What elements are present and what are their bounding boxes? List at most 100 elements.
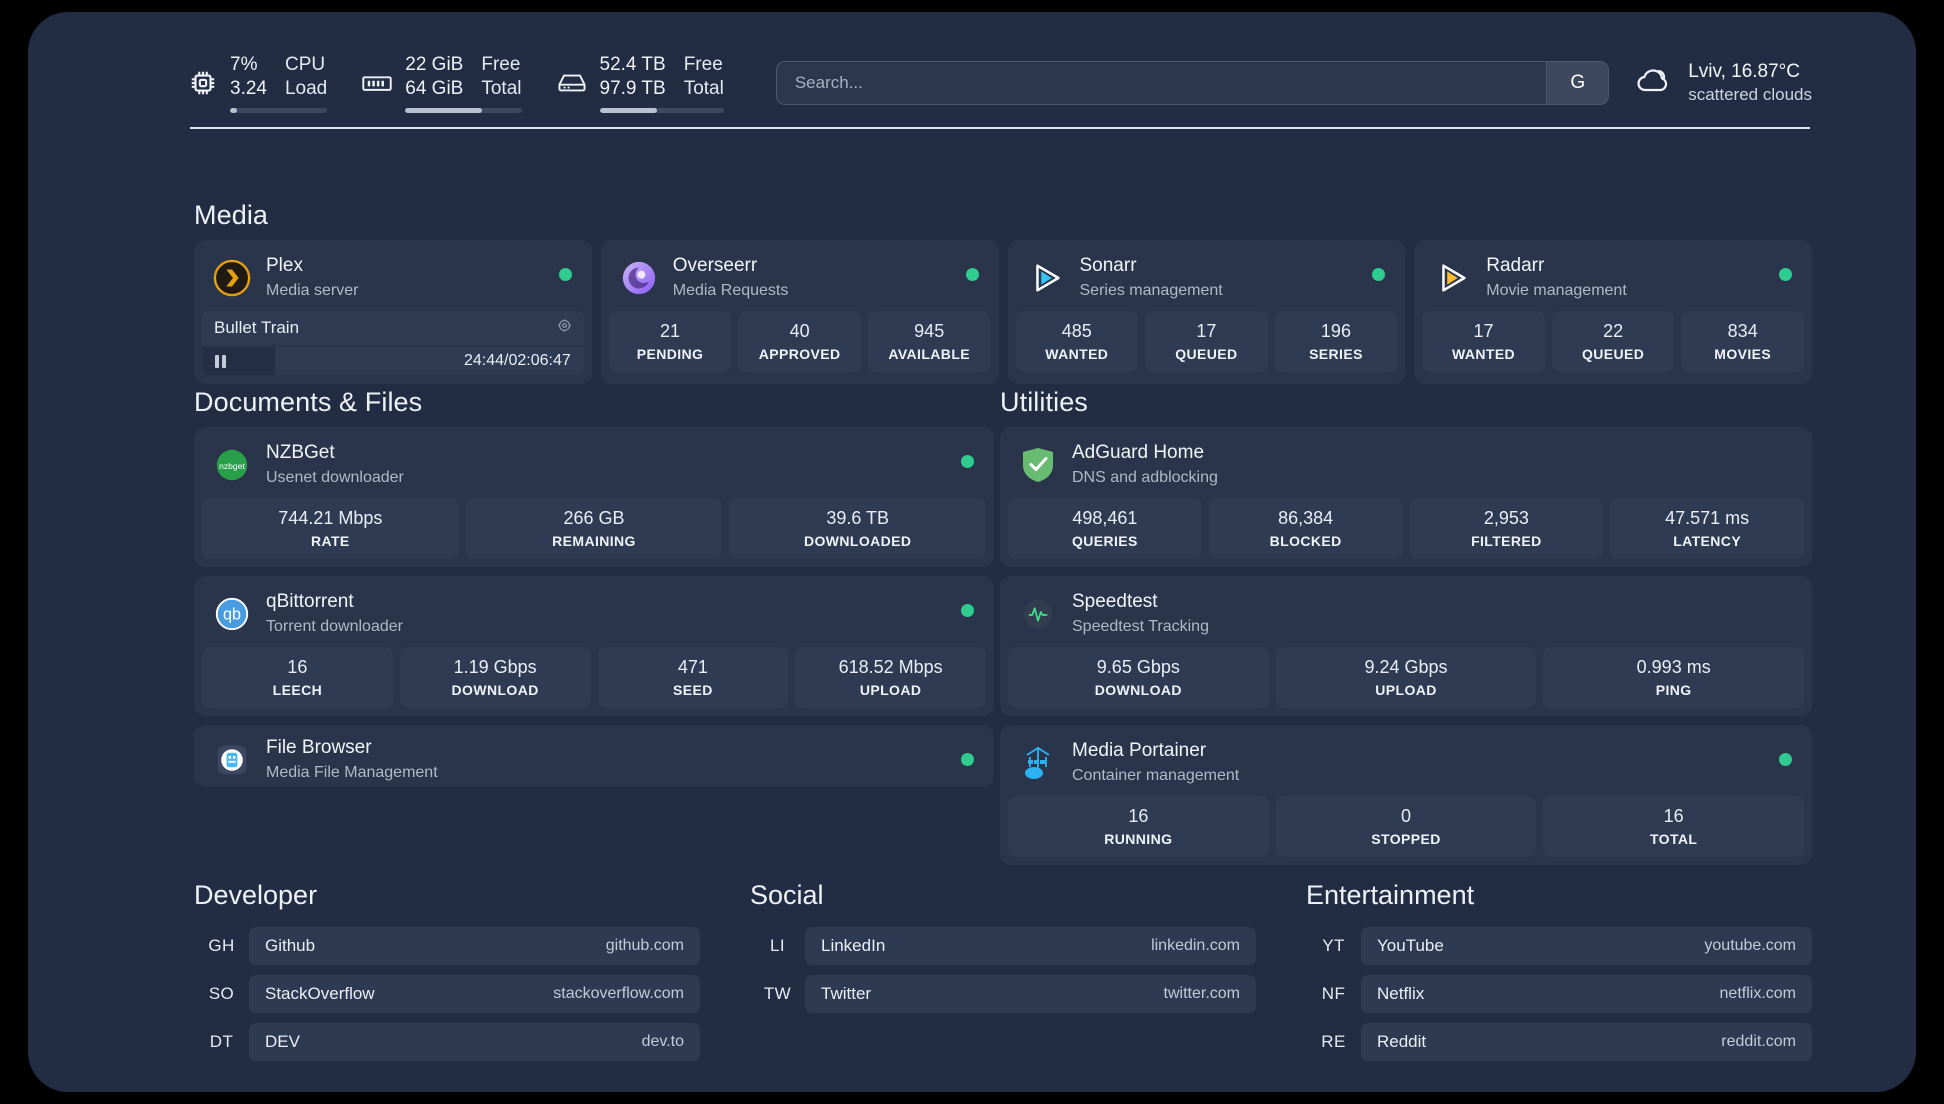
stat-ping: 0.993 ms PING <box>1543 647 1805 708</box>
plex-player: Bullet Train 24:44/02:06:47 <box>194 311 592 384</box>
service-card-plex[interactable]: Plex Media server Bullet Train <box>194 240 592 385</box>
stat-value: 16 <box>1663 806 1684 827</box>
playback-separator: / <box>504 352 509 370</box>
bookmark-url: dev.to <box>641 1033 684 1050</box>
stat-rate: 744.21 Mbps RATE <box>202 498 459 559</box>
cpu-value-1: 7% <box>230 53 258 75</box>
service-card-media-portainer[interactable]: Media Portainer Container management 16 … <box>1000 724 1812 865</box>
search-input[interactable] <box>776 62 1547 104</box>
bookmark-url: reddit.com <box>1721 1033 1796 1050</box>
service-name: Speedtest <box>1072 590 1158 612</box>
header-stat-memory: 22 GiB 64 GiB Free Total <box>361 53 522 114</box>
bookmark-item-youtube[interactable]: YT YouTube youtube.com <box>1306 927 1812 965</box>
service-card-qbittorrent[interactable]: qb qBittorrent Torrent downloader 16 LEE… <box>194 575 994 716</box>
service-subtitle: Series management <box>1079 281 1223 299</box>
service-card-sonarr[interactable]: Sonarr Series management 485 WANTED 17 Q… <box>1007 240 1406 385</box>
search-bar[interactable]: G <box>775 61 1610 105</box>
filebrowser-icon <box>212 740 252 780</box>
stat-value: 0.993 ms <box>1636 657 1711 678</box>
stat-downloaded: 39.6 TB DOWNLOADED <box>729 498 987 559</box>
stat-label: REMAINING <box>552 532 636 549</box>
storage-label-2: Total <box>683 78 724 99</box>
service-card-adguard-home[interactable]: AdGuard Home DNS and adblocking 498,461 … <box>1000 427 1812 567</box>
search-engine-button[interactable]: G <box>1546 62 1609 104</box>
bookmark-item-dev[interactable]: DT DEV dev.to <box>194 1023 700 1061</box>
playback-progress-bar[interactable] <box>202 347 275 376</box>
bookmark-abbr: LI <box>770 936 785 955</box>
service-card-nzbget[interactable]: nzbget NZBGet Usenet downloader 744.21 M… <box>194 427 994 567</box>
gear-icon[interactable] <box>557 318 572 338</box>
service-subtitle: Media File Management <box>266 763 438 781</box>
bookmark-url: netflix.com <box>1719 985 1796 1002</box>
pause-icon[interactable] <box>215 354 226 368</box>
plex-icon <box>212 258 252 298</box>
service-stats: 498,461 QUERIES 86,384 BLOCKED 2,953 FIL… <box>1000 498 1812 567</box>
svg-text:qb: qb <box>223 605 241 623</box>
stat-value: 485 <box>1061 321 1092 342</box>
stat-value: 47.571 ms <box>1665 508 1750 529</box>
bookmark-abbr: TW <box>763 984 792 1003</box>
status-badge-online <box>961 455 974 468</box>
stat-label: MOVIES <box>1714 345 1772 362</box>
bookmark-name: Netflix <box>1377 984 1425 1003</box>
service-name: qBittorrent <box>266 590 354 612</box>
bookmark-url: linkedin.com <box>1151 937 1240 954</box>
stat-label: RUNNING <box>1104 830 1173 847</box>
stat-series: 196 SERIES <box>1274 311 1398 372</box>
stat-value: 17 <box>1473 321 1494 342</box>
stat-available: 945 AVAILABLE <box>867 311 991 372</box>
storage-usage-bar <box>599 108 724 114</box>
now-playing-title: Bullet Train <box>214 318 300 338</box>
stat-movies: 834 MOVIES <box>1681 311 1804 372</box>
bookmark-url: github.com <box>605 937 684 954</box>
bookmark-url: twitter.com <box>1163 985 1240 1002</box>
service-subtitle: Torrent downloader <box>266 617 403 635</box>
stat-label: QUERIES <box>1071 532 1138 549</box>
service-name: File Browser <box>266 736 372 758</box>
memory-label-1: Free <box>481 53 521 75</box>
playback-time: 24:44/02:06:47 <box>464 352 571 370</box>
stat-filtered: 2,953 FILTERED <box>1409 498 1604 559</box>
stat-value: 266 GB <box>563 508 625 529</box>
service-card-speedtest[interactable]: Speedtest Speedtest Tracking 9.65 Gbps D… <box>1000 575 1812 716</box>
memory-value-1: 22 GiB <box>405 53 464 75</box>
nzbget-icon: nzbget <box>212 445 252 485</box>
bookmark-item-linkedin[interactable]: LI LinkedIn linkedin.com <box>750 927 1256 965</box>
bookmark-item-netflix[interactable]: NF Netflix netflix.com <box>1306 975 1812 1013</box>
stat-label: DOWNLOAD <box>451 681 539 698</box>
speedtest-pulse-icon <box>1018 594 1058 634</box>
service-card-file-browser[interactable]: File Browser Media File Management <box>194 724 994 787</box>
stat-label: TOTAL <box>1649 830 1698 847</box>
bookmark-abbr: GH <box>208 936 235 955</box>
weather-description: scattered clouds <box>1688 85 1812 105</box>
stat-value: 22 <box>1603 321 1624 342</box>
bookmark-item-twitter[interactable]: TW Twitter twitter.com <box>750 975 1256 1013</box>
stat-queries: 498,461 QUERIES <box>1008 498 1202 559</box>
bookmark-item-stackoverflow[interactable]: SO StackOverflow stackoverflow.com <box>194 975 700 1013</box>
stat-value: 1.19 Gbps <box>453 657 537 678</box>
weather-widget[interactable]: Lviv, 16.87°C scattered clouds <box>1633 59 1812 108</box>
bookmark-group-entertainment: Entertainment YT YouTube youtube.com NF … <box>1306 880 1812 1071</box>
service-card-overseerr[interactable]: Overseerr Media Requests 21 PENDING 40 A… <box>600 240 999 385</box>
storage-value-1: 52.4 TB <box>599 53 666 75</box>
bookmark-item-github[interactable]: GH Github github.com <box>194 927 700 965</box>
section-title-media: Media <box>194 200 269 230</box>
service-stats: 16 RUNNING 0 STOPPED 16 TOTAL <box>1000 796 1812 865</box>
stat-value: 834 <box>1727 321 1758 342</box>
cpu-label-1: CPU <box>284 53 326 75</box>
stat-queued: 22 QUEUED <box>1551 311 1675 372</box>
bookmark-abbr: SO <box>208 984 235 1003</box>
stat-value: 196 <box>1320 321 1351 342</box>
service-subtitle: Usenet downloader <box>266 468 404 486</box>
bookmark-item-reddit[interactable]: RE Reddit reddit.com <box>1306 1023 1812 1061</box>
stat-value: 0 <box>1401 806 1412 827</box>
stat-wanted: 485 WANTED <box>1015 311 1139 372</box>
service-subtitle: Media Requests <box>672 281 789 299</box>
stat-label: WANTED <box>1045 345 1109 362</box>
stat-label: SEED <box>673 681 713 698</box>
stat-value: 40 <box>789 321 810 342</box>
stat-upload: 9.24 Gbps UPLOAD <box>1275 647 1537 708</box>
stat-value: 16 <box>1128 806 1149 827</box>
service-card-radarr[interactable]: Radarr Movie management 17 WANTED 22 QUE… <box>1414 240 1812 385</box>
stat-label: QUEUED <box>1175 345 1238 362</box>
